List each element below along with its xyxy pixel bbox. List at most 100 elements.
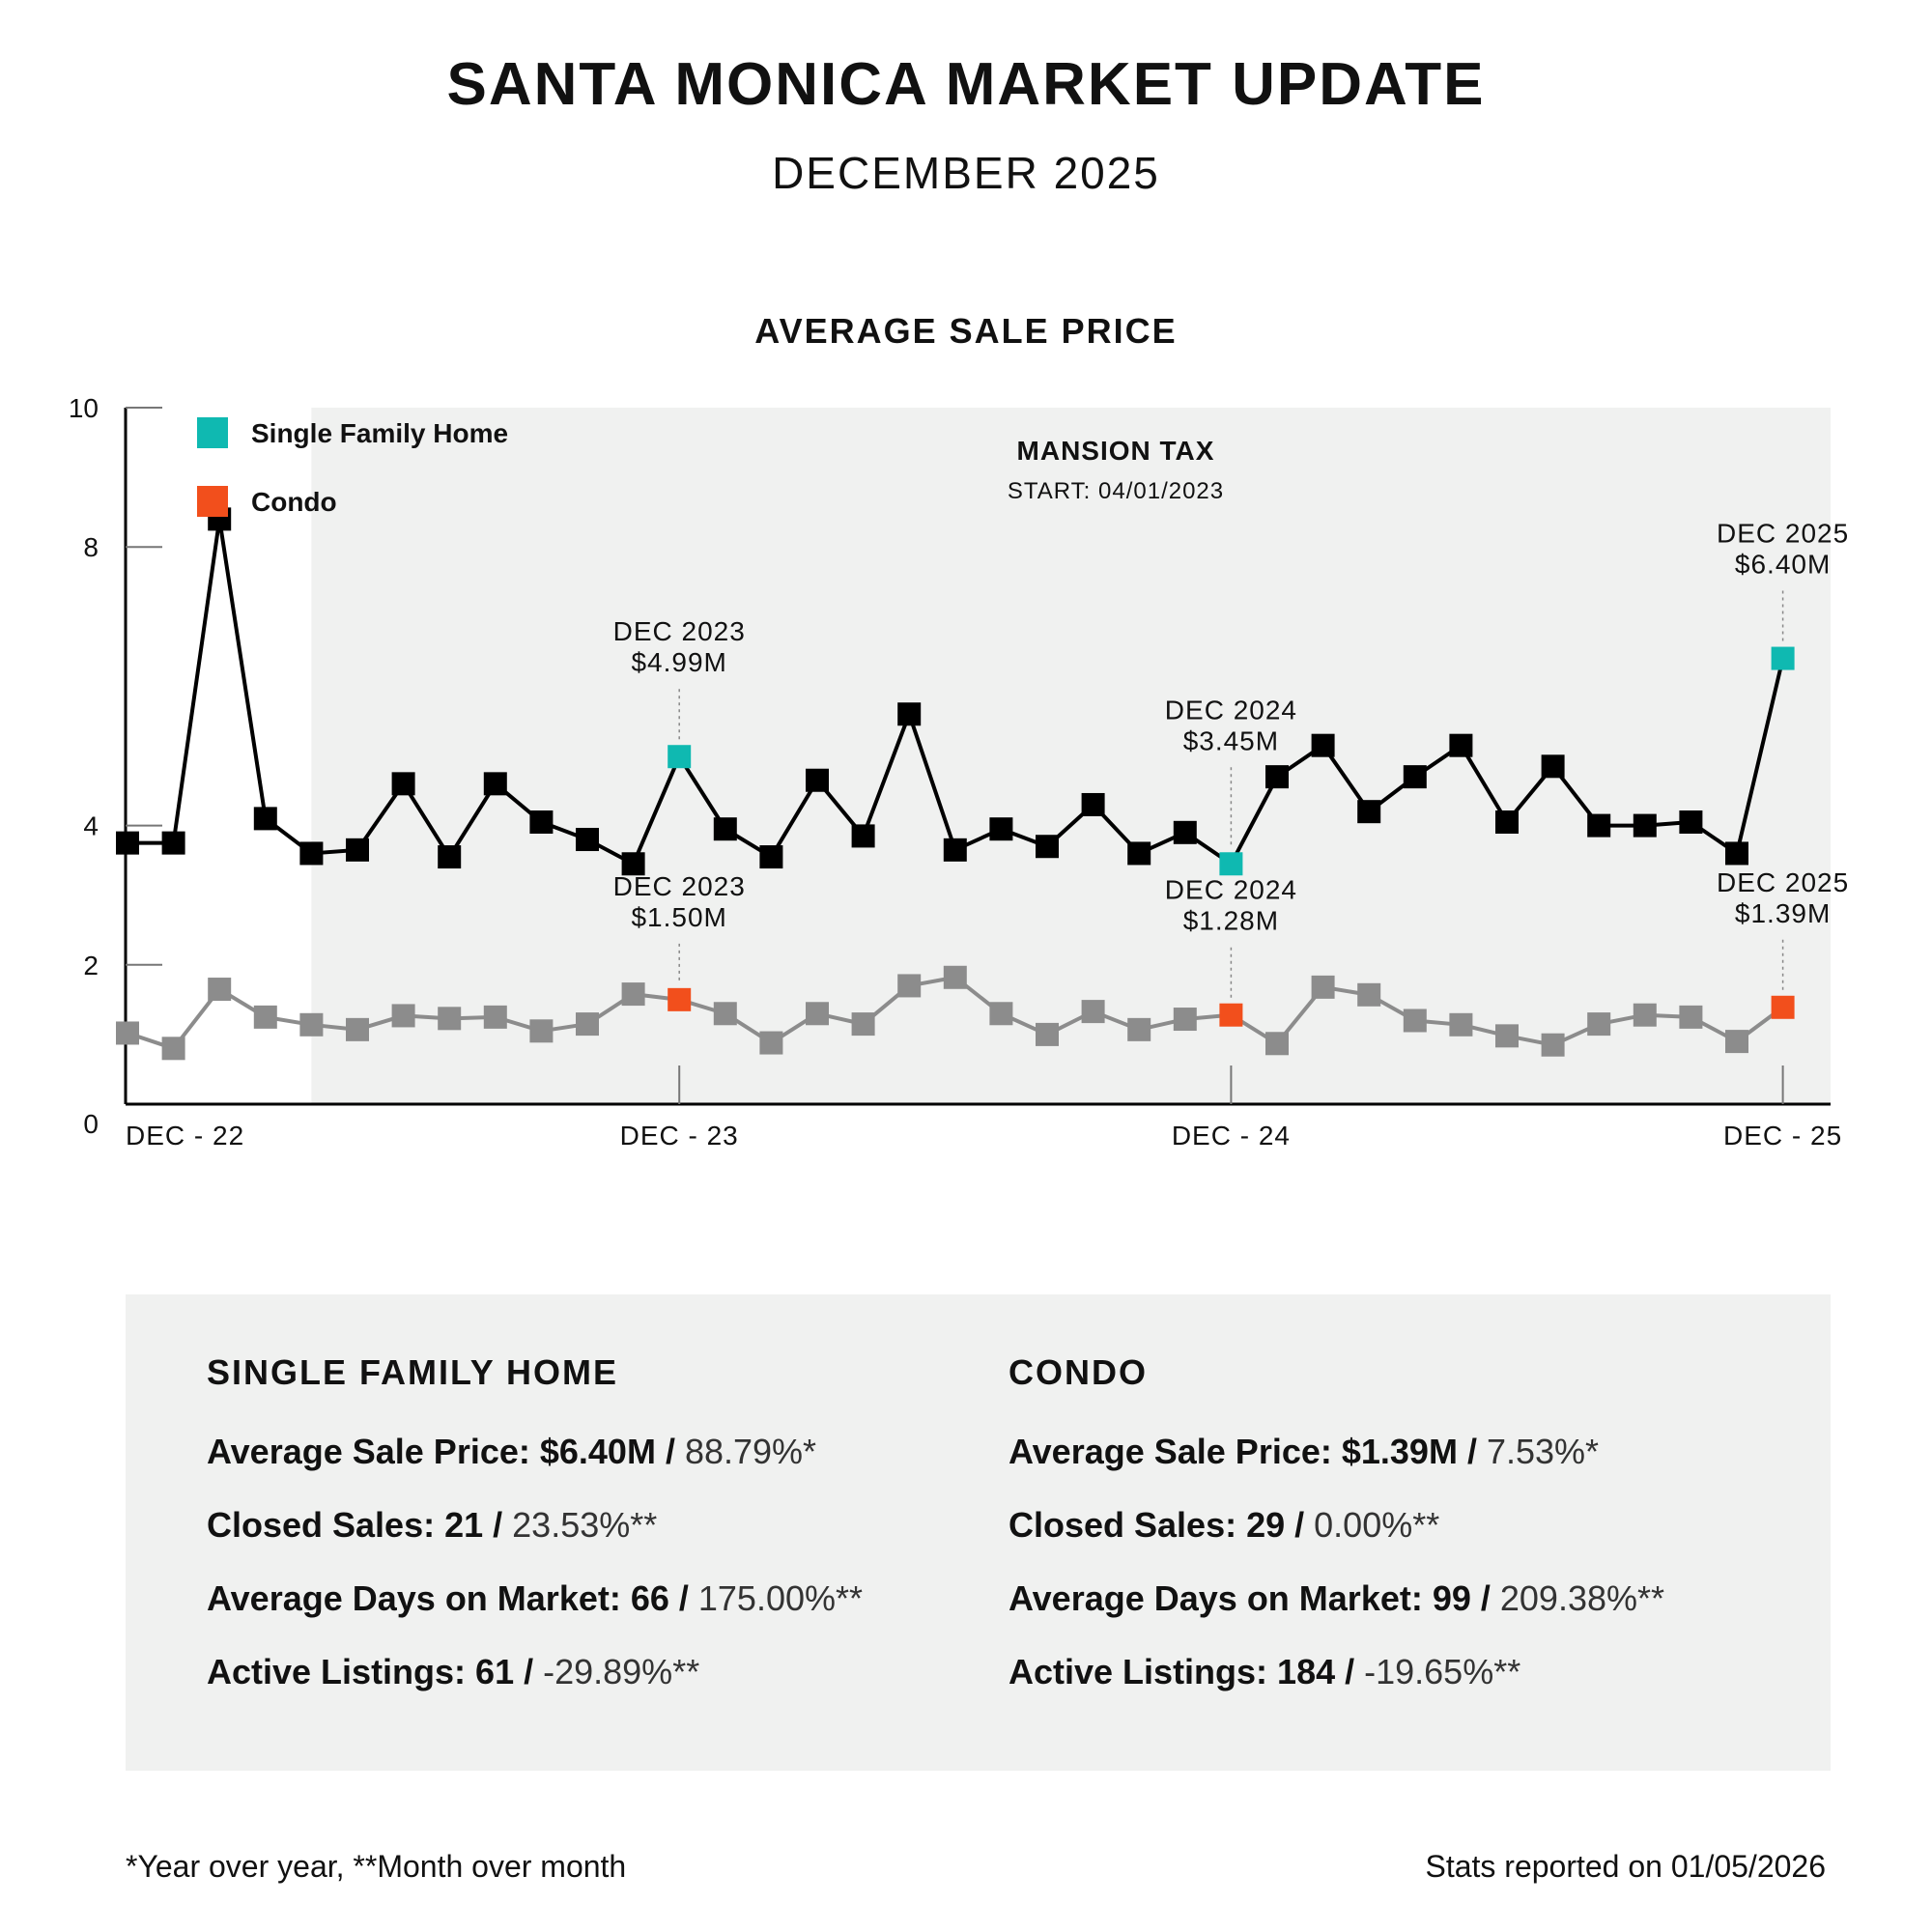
sfh-point [483,772,507,796]
average-sale-price-chart: MANSION TAX START: 04/01/2023 0 2 4 8 10 DEC - … [69,393,1849,1151]
callout-value: $6.40M [1735,550,1831,580]
condo-stats: CONDO Average Sale Price: $1.39M / 7.53%… [1009,1352,1664,1725]
mansion-tax-start: START: 04/01/2023 [1008,478,1224,504]
condo-point [483,1005,507,1029]
condo-point [116,1021,139,1045]
callout-value: $1.28M [1183,906,1279,936]
callout-value: $4.99M [631,647,726,677]
sfh-stat-row: Active Listings: 61 / -29.89%** [207,1652,863,1692]
stat-label: Average Sale Price: $1.39M / [1009,1432,1487,1471]
y-tick-label: 10 [69,393,99,423]
stat-change: 7.53%* [1486,1432,1600,1471]
stat-label: Closed Sales: 29 / [1009,1505,1315,1545]
condo-point [346,1017,369,1041]
condo-point [1357,982,1381,1007]
condo-point [989,1002,1013,1026]
condo-point [713,1002,737,1026]
condo-point [208,978,232,1002]
condo-point [943,965,967,989]
page-title: SANTA MONICA MARKET UPDATE [446,51,1486,118]
mansion-tax-title: MANSION TAX [1017,436,1215,466]
condo-point [1679,1005,1703,1029]
sfh-stat-row: Average Sale Price: $6.40M / 88.79%* [207,1432,863,1472]
sfh-point [299,841,324,866]
condo-stats-heading: CONDO [1009,1352,1148,1392]
stat-label: Closed Sales: 21 / [207,1505,513,1545]
sfh-point [529,810,554,834]
callout-date: DEC 2023 [613,871,746,901]
sfh-stat-row: Average Days on Market: 66 / 175.00%** [207,1578,863,1619]
condo-point [1081,1000,1105,1024]
legend-label: Condo [251,487,337,517]
callout-value: $1.39M [1735,898,1831,928]
stat-label: Average Days on Market: 66 / [207,1578,698,1618]
stat-change: 175.00%** [697,1578,864,1618]
sfh-point [1173,820,1197,844]
y-tick-label: 8 [83,532,99,562]
sfh-point [1771,646,1795,670]
callout-value: $3.45M [1183,725,1279,755]
page-subtitle: DECEMBER 2025 [772,148,1160,198]
stats-panel: SINGLE FAMILY HOME Average Sale Price: $… [126,1294,1831,1771]
callout-date: DEC 2025 [1717,867,1849,897]
condo-point [668,987,692,1011]
stat-change: 88.79%* [684,1432,817,1471]
condo-point [1265,1032,1289,1056]
sfh-point [391,772,415,796]
condo-point [438,1007,462,1031]
sfh-point [668,745,692,769]
condo-point [621,982,645,1007]
sfh-stats: SINGLE FAMILY HOME Average Sale Price: $… [207,1352,863,1725]
condo-point [1127,1017,1151,1041]
condo-point [897,974,922,998]
sfh-point [576,828,599,852]
sfh-point [1541,754,1565,779]
condo-point [1495,1024,1519,1048]
condo-point [1633,1003,1657,1027]
legend-swatch [197,486,228,517]
stat-change: -29.89%** [543,1652,700,1691]
stat-label: Average Sale Price: $6.40M / [207,1432,685,1471]
sfh-point [161,831,185,855]
condo-point [1771,995,1795,1019]
sfh-point [253,807,277,831]
sfh-stat-row: Closed Sales: 21 / 23.53%** [207,1505,863,1546]
y-tick-label: 2 [83,951,99,980]
condo-stat-row: Average Sale Price: $1.39M / 7.53%* [1009,1432,1664,1472]
condo-point [161,1037,185,1061]
sfh-point [1127,841,1151,866]
stat-change: 209.38%** [1499,1578,1665,1618]
sfh-point [943,838,967,862]
callout-date: DEC 2024 [1165,695,1297,724]
condo-point [1219,1003,1243,1027]
x-tick-label: DEC - 22 [126,1121,244,1151]
condo-stat-row: Active Listings: 184 / -19.65%** [1009,1652,1664,1692]
reported-date: Stats reported on 01/05/2026 [1425,1849,1826,1884]
sfh-point [438,845,462,869]
sfh-stats-heading: SINGLE FAMILY HOME [207,1352,619,1392]
stat-label: Average Days on Market: 99 / [1009,1578,1500,1618]
x-tick-label: DEC - 25 [1723,1121,1842,1151]
footnote: *Year over year, **Month over month [126,1849,627,1884]
condo-point [1587,1012,1611,1037]
condo-point [851,1012,875,1037]
sfh-point [346,838,369,862]
sfh-point [116,831,139,855]
condo-point [1173,1008,1197,1032]
condo-point [529,1019,554,1043]
sfh-point [851,824,875,848]
condo-point [1311,975,1335,999]
sfh-point [806,768,829,792]
callout-value: $1.50M [631,902,726,932]
y-tick-label: 0 [83,1109,99,1139]
condo-point [1403,1009,1427,1033]
stat-change: -19.65%** [1364,1652,1521,1691]
sfh-point [897,702,922,726]
sfh-point [1403,765,1427,789]
condo-point [1725,1030,1748,1054]
sfh-point [1449,733,1473,757]
stat-change: 0.00%** [1314,1505,1440,1545]
sfh-point [1633,813,1657,838]
condo-point [299,1012,324,1037]
condo-point [1449,1012,1473,1037]
